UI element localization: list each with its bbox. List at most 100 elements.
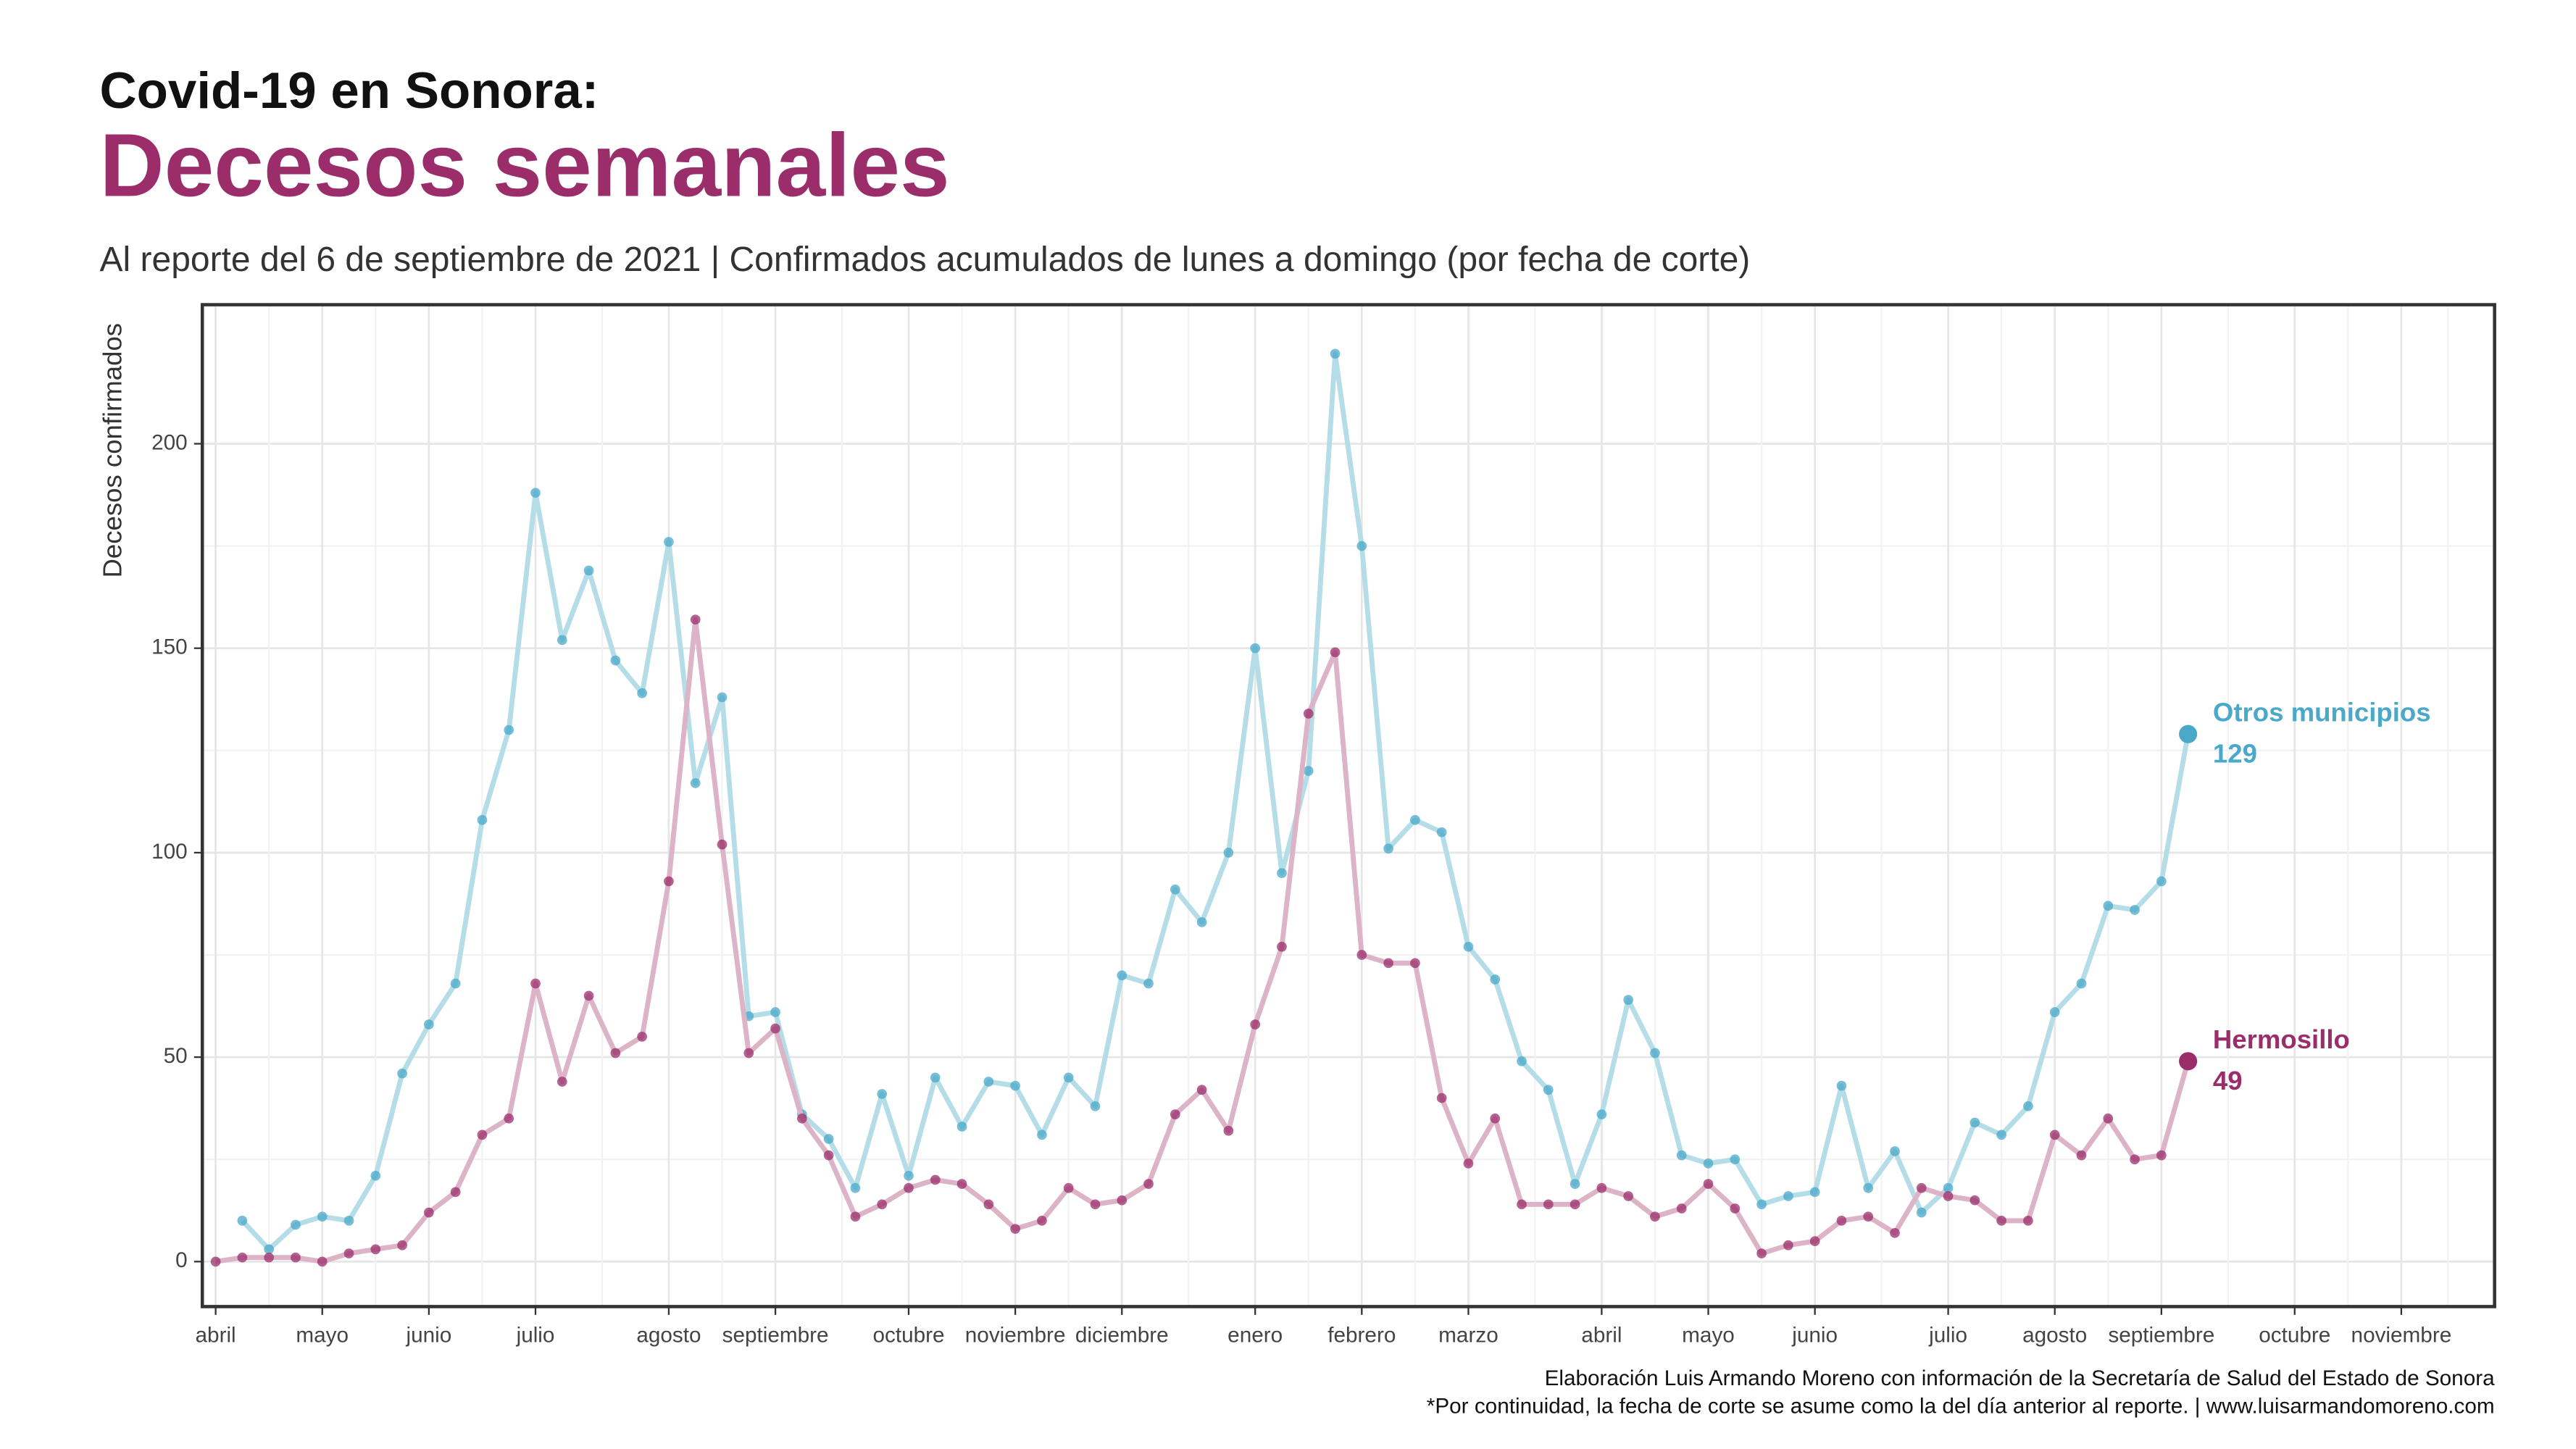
data-point: [264, 1244, 275, 1255]
data-point: [983, 1077, 994, 1087]
data-point: [1783, 1240, 1793, 1250]
x-tick-label: julio: [516, 1323, 555, 1347]
data-point: [1890, 1146, 1900, 1156]
data-point: [2130, 1154, 2140, 1165]
data-point: [850, 1211, 861, 1222]
data-point: [637, 1032, 648, 1042]
data-point: [1330, 647, 1341, 658]
data-point: [1010, 1080, 1020, 1091]
data-point: [610, 1048, 621, 1058]
end-value-label: 129: [2213, 739, 2257, 769]
data-point: [1090, 1101, 1101, 1111]
title: Covid-19 en Sonora:: [100, 62, 599, 120]
caption: *Por continuidad, la fecha de corte se a…: [1427, 1395, 2495, 1419]
data-point: [877, 1199, 888, 1210]
data-point: [530, 978, 541, 989]
data-point: [2076, 978, 2087, 989]
data-point: [1943, 1182, 1954, 1193]
x-tick-label: noviembre: [965, 1323, 1066, 1347]
data-point: [1463, 941, 1474, 952]
y-tick-label: 0: [175, 1248, 188, 1272]
data-point: [370, 1170, 381, 1181]
data-point: [637, 688, 648, 698]
data-point: [1676, 1150, 1687, 1161]
data-point: [1730, 1203, 1741, 1214]
data-point: [370, 1244, 381, 1255]
data-point: [450, 978, 461, 989]
data-point: [1996, 1216, 2006, 1226]
data-point: [1703, 1179, 1714, 1189]
data-point: [1250, 643, 1261, 653]
data-point: [583, 565, 594, 576]
y-axis-label: Decesos confirmados: [98, 323, 128, 578]
data-point: [1863, 1182, 1874, 1193]
data-point: [1250, 1019, 1261, 1030]
data-point: [930, 1174, 941, 1185]
data-point: [904, 1182, 914, 1193]
x-tick-label: junio: [405, 1323, 451, 1347]
data-point: [717, 839, 728, 850]
x-tick-label: junio: [1791, 1323, 1838, 1347]
data-point: [664, 537, 674, 547]
data-point: [1383, 843, 1393, 854]
data-point: [210, 1256, 221, 1267]
data-point: [2156, 876, 2167, 887]
data-point: [1517, 1199, 1527, 1210]
data-point: [664, 876, 674, 887]
data-point: [690, 778, 701, 788]
data-point: [1969, 1117, 1980, 1128]
data-point: [1356, 540, 1367, 551]
data-point: [930, 1072, 941, 1083]
data-point: [237, 1216, 248, 1226]
x-tick-label: mayo: [296, 1323, 349, 1347]
data-point: [424, 1019, 434, 1030]
data-point: [1543, 1085, 1554, 1095]
data-point: [1943, 1191, 1954, 1201]
data-point: [1383, 958, 1393, 969]
data-point: [1410, 958, 1420, 969]
data-point: [1303, 709, 1314, 719]
data-point: [1650, 1048, 1660, 1058]
data-point: [743, 1048, 754, 1058]
data-point: [1836, 1080, 1847, 1091]
data-point: [504, 724, 514, 735]
data-point: [904, 1170, 914, 1181]
data-point: [1463, 1158, 1474, 1169]
x-tick-label: julio: [1928, 1323, 1967, 1347]
data-point: [1196, 1085, 1207, 1095]
data-point: [1170, 1109, 1180, 1120]
data-point: [1117, 1195, 1127, 1206]
data-point: [1037, 1129, 1047, 1140]
x-tick-label: abril: [196, 1323, 236, 1347]
data-point: [1090, 1199, 1101, 1210]
data-point: [1303, 766, 1314, 776]
x-tick-label: noviembre: [2351, 1323, 2452, 1347]
headline: Decesos semanales: [100, 115, 950, 215]
data-point: [770, 1007, 780, 1017]
data-point: [956, 1179, 967, 1189]
data-point: [1623, 1191, 1634, 1201]
data-point: [1436, 1093, 1447, 1103]
data-point: [1996, 1129, 2006, 1140]
data-point: [1063, 1072, 1074, 1083]
data-point: [2179, 724, 2198, 743]
x-tick-label: marzo: [1438, 1323, 1499, 1347]
data-point: [610, 655, 621, 666]
x-tick-label: septiembre: [722, 1323, 829, 1347]
data-point: [2103, 1113, 2114, 1124]
caption: Elaboración Luis Armando Moreno con info…: [1545, 1366, 2496, 1390]
plot-border: [200, 303, 2496, 1308]
x-tick-label: mayo: [1682, 1323, 1735, 1347]
y-tick-label: 200: [151, 430, 188, 454]
data-point: [2049, 1129, 2060, 1140]
data-point: [956, 1122, 967, 1132]
data-point: [717, 692, 728, 703]
data-point: [1570, 1179, 1580, 1189]
data-point: [1490, 1113, 1501, 1124]
data-point: [1650, 1211, 1660, 1222]
data-point: [1756, 1199, 1767, 1210]
data-point: [1517, 1056, 1527, 1066]
data-point: [317, 1211, 328, 1222]
